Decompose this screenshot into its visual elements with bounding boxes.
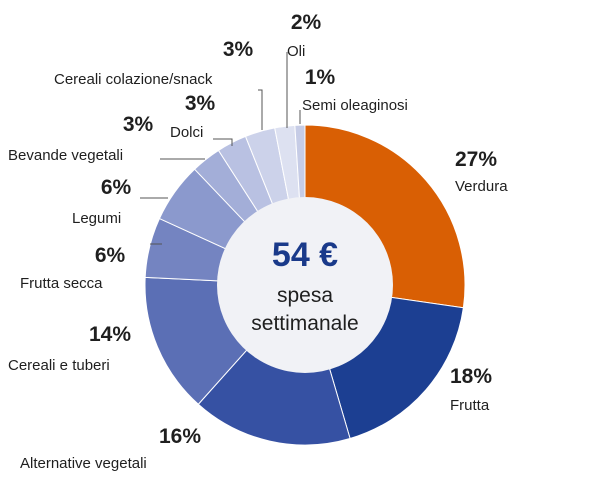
center-line-2: settimanale: [251, 312, 358, 335]
center-line-1: spesa: [277, 284, 333, 307]
category-label-frutta: Frutta: [450, 397, 490, 414]
leader-lines: [140, 52, 301, 245]
center-disc: [217, 197, 393, 373]
category-label-legumi: Legumi: [72, 210, 121, 227]
category-label-semi-oleaginosi: Semi oleaginosi: [302, 97, 408, 114]
leader-line-dolci: [213, 138, 233, 146]
percent-label-alternative-vegetali: 16%: [159, 425, 201, 448]
percent-label-cereali-e-tuberi: 14%: [89, 323, 131, 346]
category-label-alternative-vegetali: Alternative vegetali: [20, 455, 147, 472]
percent-label-bevande-vegetali: 3%: [123, 113, 154, 136]
category-label-frutta-secca: Frutta secca: [20, 275, 103, 292]
category-label-bevande-vegetali: Bevande vegetali: [8, 147, 123, 164]
percent-label-legumi: 6%: [101, 176, 132, 199]
percent-label-cereali-colazione-snack: 3%: [223, 38, 254, 61]
center-value: 54 €: [272, 236, 338, 274]
category-label-dolci: Dolci: [170, 124, 203, 141]
percent-label-semi-oleaginosi: 1%: [305, 66, 336, 89]
category-label-verdura: Verdura: [455, 178, 508, 195]
percent-label-frutta-secca: 6%: [95, 244, 126, 267]
slice-labels: 27% Verdura 18% Frutta 16% Alternative vegeta…: [8, 11, 508, 472]
percent-label-frutta: 18%: [450, 365, 492, 388]
percent-label-verdura: 27%: [455, 148, 497, 171]
leader-line-cereali-colazione-snack: [258, 89, 263, 130]
category-label-cereali-colazione-snack: Cereali colazione/snack: [54, 71, 213, 88]
category-label-oli: Oli: [287, 43, 305, 60]
category-label-cereali-e-tuberi: Cereali e tuberi: [8, 357, 110, 374]
percent-label-dolci: 3%: [185, 92, 216, 115]
percent-label-oli: 2%: [291, 11, 322, 34]
